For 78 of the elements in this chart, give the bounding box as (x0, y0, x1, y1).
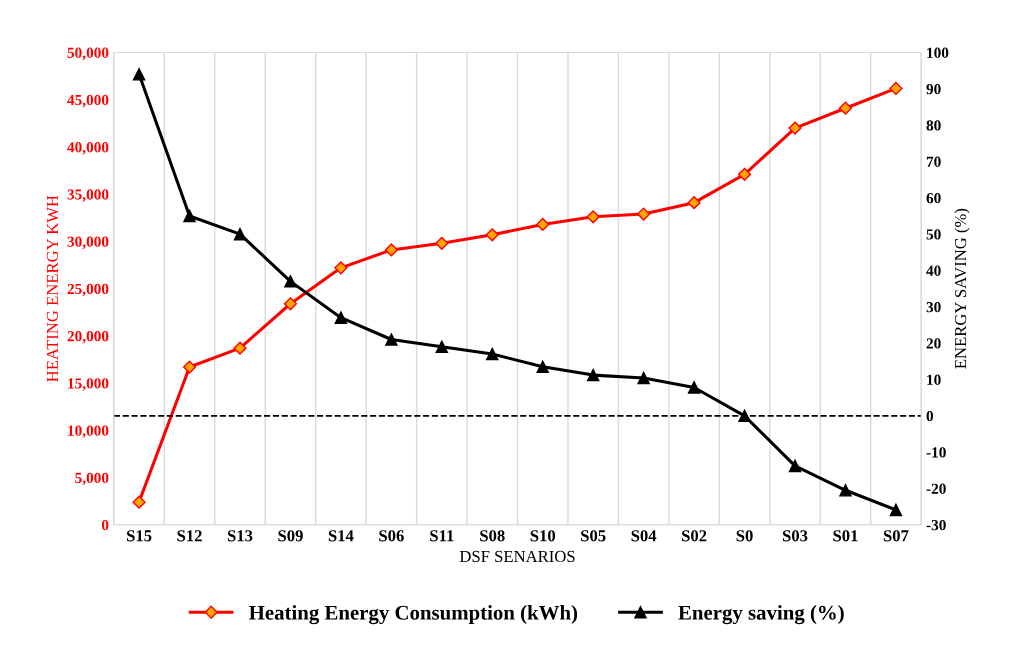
y-tick-label: 50,000 (67, 47, 109, 61)
point (233, 341, 247, 355)
x-tick-label: S07 (883, 530, 909, 542)
point (183, 209, 196, 223)
y2-tick-label: 70 (926, 156, 941, 167)
point (637, 371, 650, 385)
y-tick-label: 35,000 (67, 189, 109, 202)
y-tick-label: 20,000 (67, 331, 109, 344)
point (687, 196, 701, 210)
y2-tick-label: 60 (926, 192, 941, 204)
point (586, 368, 600, 382)
y-tick-label: 25,000 (67, 283, 109, 297)
point (384, 243, 398, 257)
x-tick-label: S03 (782, 530, 808, 542)
point (889, 503, 903, 517)
y2-tick-label: 0 (926, 410, 934, 422)
point (687, 381, 701, 394)
y-tick-label: 40,000 (67, 142, 109, 155)
y2-tick-label: 30 (926, 301, 941, 313)
x-tick-label: S06 (379, 530, 404, 542)
point (284, 275, 297, 288)
x-tick-label: S11 (430, 530, 454, 542)
point (889, 81, 903, 95)
x-tick-label: S13 (227, 530, 253, 542)
y2-tick-label: -30 (926, 519, 946, 531)
y-axis-title: HEATING ENERGY KWH (46, 195, 59, 382)
y-tick-label: 30,000 (67, 236, 109, 250)
point (233, 227, 247, 241)
point (737, 167, 752, 181)
legend-label: Energy saving (%) (678, 605, 844, 625)
x-tick-label: S01 (833, 530, 858, 542)
x-tick-label: S14 (328, 530, 354, 542)
y2-tick-label: 100 (927, 47, 949, 58)
y2-tick-label: 90 (926, 83, 941, 95)
point (586, 210, 600, 224)
y-tick-label: 5,000 (75, 472, 109, 486)
point (788, 121, 802, 135)
point (283, 297, 298, 311)
x-tick-label: S0 (736, 530, 753, 542)
y2-tick-label: 50 (926, 229, 941, 240)
y2-tick-label: 10 (927, 374, 941, 385)
point (738, 409, 751, 423)
point (788, 459, 802, 473)
point (385, 333, 398, 346)
x-axis-title: DSF SENARIOS (459, 550, 575, 563)
legend-label: Heating Energy Consumption (kWh) (249, 605, 578, 625)
x-tick-label: S12 (177, 530, 202, 542)
point (839, 484, 852, 497)
x-tick-label: S10 (530, 530, 556, 542)
x-tick-label: S05 (581, 530, 606, 542)
y-tick-label: 15,000 (68, 378, 109, 391)
point (536, 360, 549, 374)
y2-tick-label: -20 (926, 483, 946, 494)
point (182, 360, 197, 374)
y-tick-label: 0 (101, 519, 109, 531)
point (485, 228, 499, 242)
point (435, 340, 449, 354)
y2-axis-title: ENERGY SAVING (%) (954, 208, 970, 369)
x-tick-label: S15 (127, 530, 152, 542)
x-tick-label: S08 (480, 530, 505, 542)
point (435, 236, 449, 250)
point (334, 261, 348, 275)
point (838, 101, 853, 115)
point (132, 495, 146, 509)
y2-tick-label: 80 (926, 120, 941, 131)
point (486, 347, 499, 361)
y-tick-label: 45,000 (67, 94, 109, 108)
y2-tick-label: -10 (926, 447, 946, 458)
x-tick-label: S09 (278, 530, 303, 542)
point (536, 217, 550, 231)
y-tick-label: 10,000 (68, 425, 109, 438)
y2-tick-label: 20 (926, 338, 941, 349)
x-tick-label: S02 (682, 530, 707, 542)
point (132, 68, 146, 81)
point (334, 311, 348, 324)
point (637, 207, 651, 221)
y2-tick-label: 40 (926, 265, 941, 276)
x-tick-label: S04 (631, 530, 657, 542)
